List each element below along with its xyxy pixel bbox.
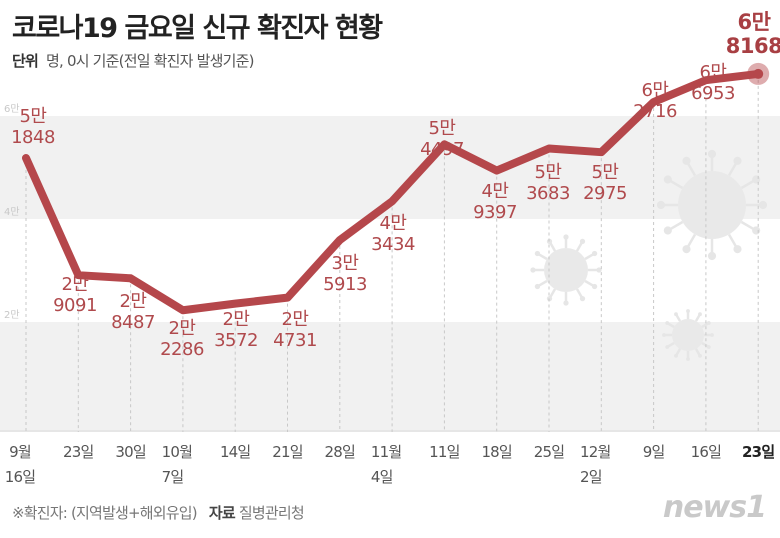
data-label-line: 5만 (591, 162, 619, 183)
x-tick-line: 14일 (219, 443, 251, 461)
x-tick-line: 28일 (324, 443, 356, 461)
x-tick-line: 18일 (481, 443, 512, 461)
data-label-line: 4497 (420, 139, 464, 160)
virus-icon (530, 234, 602, 306)
latest-point (753, 68, 764, 79)
x-tick-line: 10월 (161, 443, 193, 461)
source-label: 자료 (208, 504, 236, 522)
x-tick-line: 16일 (4, 468, 36, 486)
x-tick-label: 23일 (742, 440, 775, 465)
data-label: 5만 4497 (420, 118, 464, 160)
x-tick-label: 11일 (429, 440, 460, 465)
unit-label: 단위 (12, 52, 39, 70)
data-label-line: 5913 (323, 274, 367, 295)
unit-text: 명, 0시 기준(전일 확진자 발생기준) (46, 52, 255, 70)
data-label-line: 4731 (273, 330, 317, 351)
data-label-line: 4만 (379, 213, 407, 234)
data-label-line: 2만 (119, 291, 147, 312)
data-label: 2만 9091 (53, 274, 97, 316)
x-tick-line: 23일 (742, 443, 775, 461)
x-tick-label: 25일 (534, 440, 565, 465)
data-label-line: 5만 (19, 106, 47, 127)
x-tick-label: 14일 (220, 440, 251, 465)
data-label: 5만 1848 (11, 106, 55, 148)
data-label-line: 9091 (53, 295, 97, 316)
data-label: 2만 8487 (111, 291, 155, 333)
x-tick-line: 9일 (642, 443, 666, 461)
data-label: 2만 4731 (273, 309, 317, 351)
data-label-line: 6953 (691, 83, 735, 104)
x-tick-line: 11일 (429, 443, 460, 461)
x-tick-label: 9일 (642, 440, 666, 465)
news1-logo: news1 (662, 490, 767, 525)
x-tick-line: 21일 (272, 443, 303, 461)
virus-icon (656, 149, 768, 261)
data-label-line: 2975 (583, 183, 627, 204)
y-tick-label: 6만 (4, 103, 20, 115)
x-tick-line: 16일 (690, 443, 722, 461)
x-tick-line: 12월 (580, 443, 611, 461)
x-tick-line: 23일 (63, 443, 94, 461)
y-tick-label: 4만 (4, 206, 20, 218)
x-tick-line: 4일 (370, 468, 394, 486)
data-label-line: 3572 (214, 330, 258, 351)
x-tick-line: 2일 (580, 468, 603, 486)
x-tick-label: 11월 4일 (371, 440, 402, 490)
x-tick-line: 9월 (9, 443, 32, 461)
data-label-line: 4만 (481, 181, 509, 202)
data-label-line: 2716 (633, 101, 677, 122)
virus-icon (662, 309, 714, 361)
data-label: 4만 3434 (371, 213, 415, 255)
x-tick-label: 12월 2일 (580, 440, 611, 490)
x-tick-label: 9월 16일 (5, 440, 36, 490)
data-label-line: 8487 (111, 312, 155, 333)
data-label-line: 9397 (473, 202, 517, 223)
data-label-line: 5만 (534, 162, 562, 183)
data-label: 6만 6953 (691, 62, 735, 104)
data-label-line: 2286 (160, 339, 204, 360)
data-label: 2만 3572 (214, 309, 258, 351)
data-label: 6만 2716 (633, 80, 677, 122)
data-label-line: 2만 (281, 309, 309, 330)
x-tick-line: 30일 (115, 443, 146, 461)
data-label-line: 3434 (371, 234, 415, 255)
data-label: 3만 5913 (323, 253, 367, 295)
x-tick-line: 25일 (533, 443, 565, 461)
x-tick-label: 21일 (272, 440, 303, 465)
data-label-line: 2만 (61, 274, 89, 295)
x-tick-label: 30일 (115, 440, 146, 465)
data-label: 2만 2286 (160, 318, 204, 360)
grid-band (0, 322, 780, 430)
data-label-line: 6만 (737, 10, 771, 34)
footnote-text: ※확진자: (지역발생+해외유입) (12, 504, 198, 522)
x-tick-line: 7일 (161, 468, 185, 486)
x-tick-line: 11월 (370, 443, 402, 461)
data-label-line: 2만 (168, 318, 196, 339)
data-label-line: 1848 (11, 127, 55, 148)
unit-note: 단위 명, 0시 기준(전일 확진자 발생기준) (12, 50, 255, 71)
data-label-line: 6만 (699, 62, 727, 83)
data-label: 5만 3683 (526, 162, 570, 204)
x-tick-label: 28일 (325, 440, 356, 465)
data-label-line: 6만 (641, 80, 669, 101)
data-label: 5만 2975 (583, 162, 627, 204)
data-label-line: 5만 (428, 118, 456, 139)
data-label-line: 3만 (331, 253, 359, 274)
x-tick-label: 18일 (481, 440, 512, 465)
x-tick-label: 23일 (63, 440, 94, 465)
y-tick-label: 2만 (4, 309, 20, 321)
data-label: 4만 9397 (473, 181, 517, 223)
data-label-line: 2만 (222, 309, 250, 330)
chart-title: 코로나19 금요일 신규 확진자 현황 (12, 13, 383, 44)
x-tick-label: 10월 7일 (162, 440, 193, 490)
data-label-line: 3683 (526, 183, 570, 204)
data-label: 6만 8168 (726, 10, 780, 58)
x-tick-label: 16일 (691, 440, 722, 465)
data-label-line: 8168 (725, 34, 780, 58)
series-line (22, 69, 763, 315)
footnote: ※확진자: (지역발생+해외유입) 자료 질병관리청 (12, 502, 305, 523)
source-text: 질병관리청 (238, 504, 305, 522)
